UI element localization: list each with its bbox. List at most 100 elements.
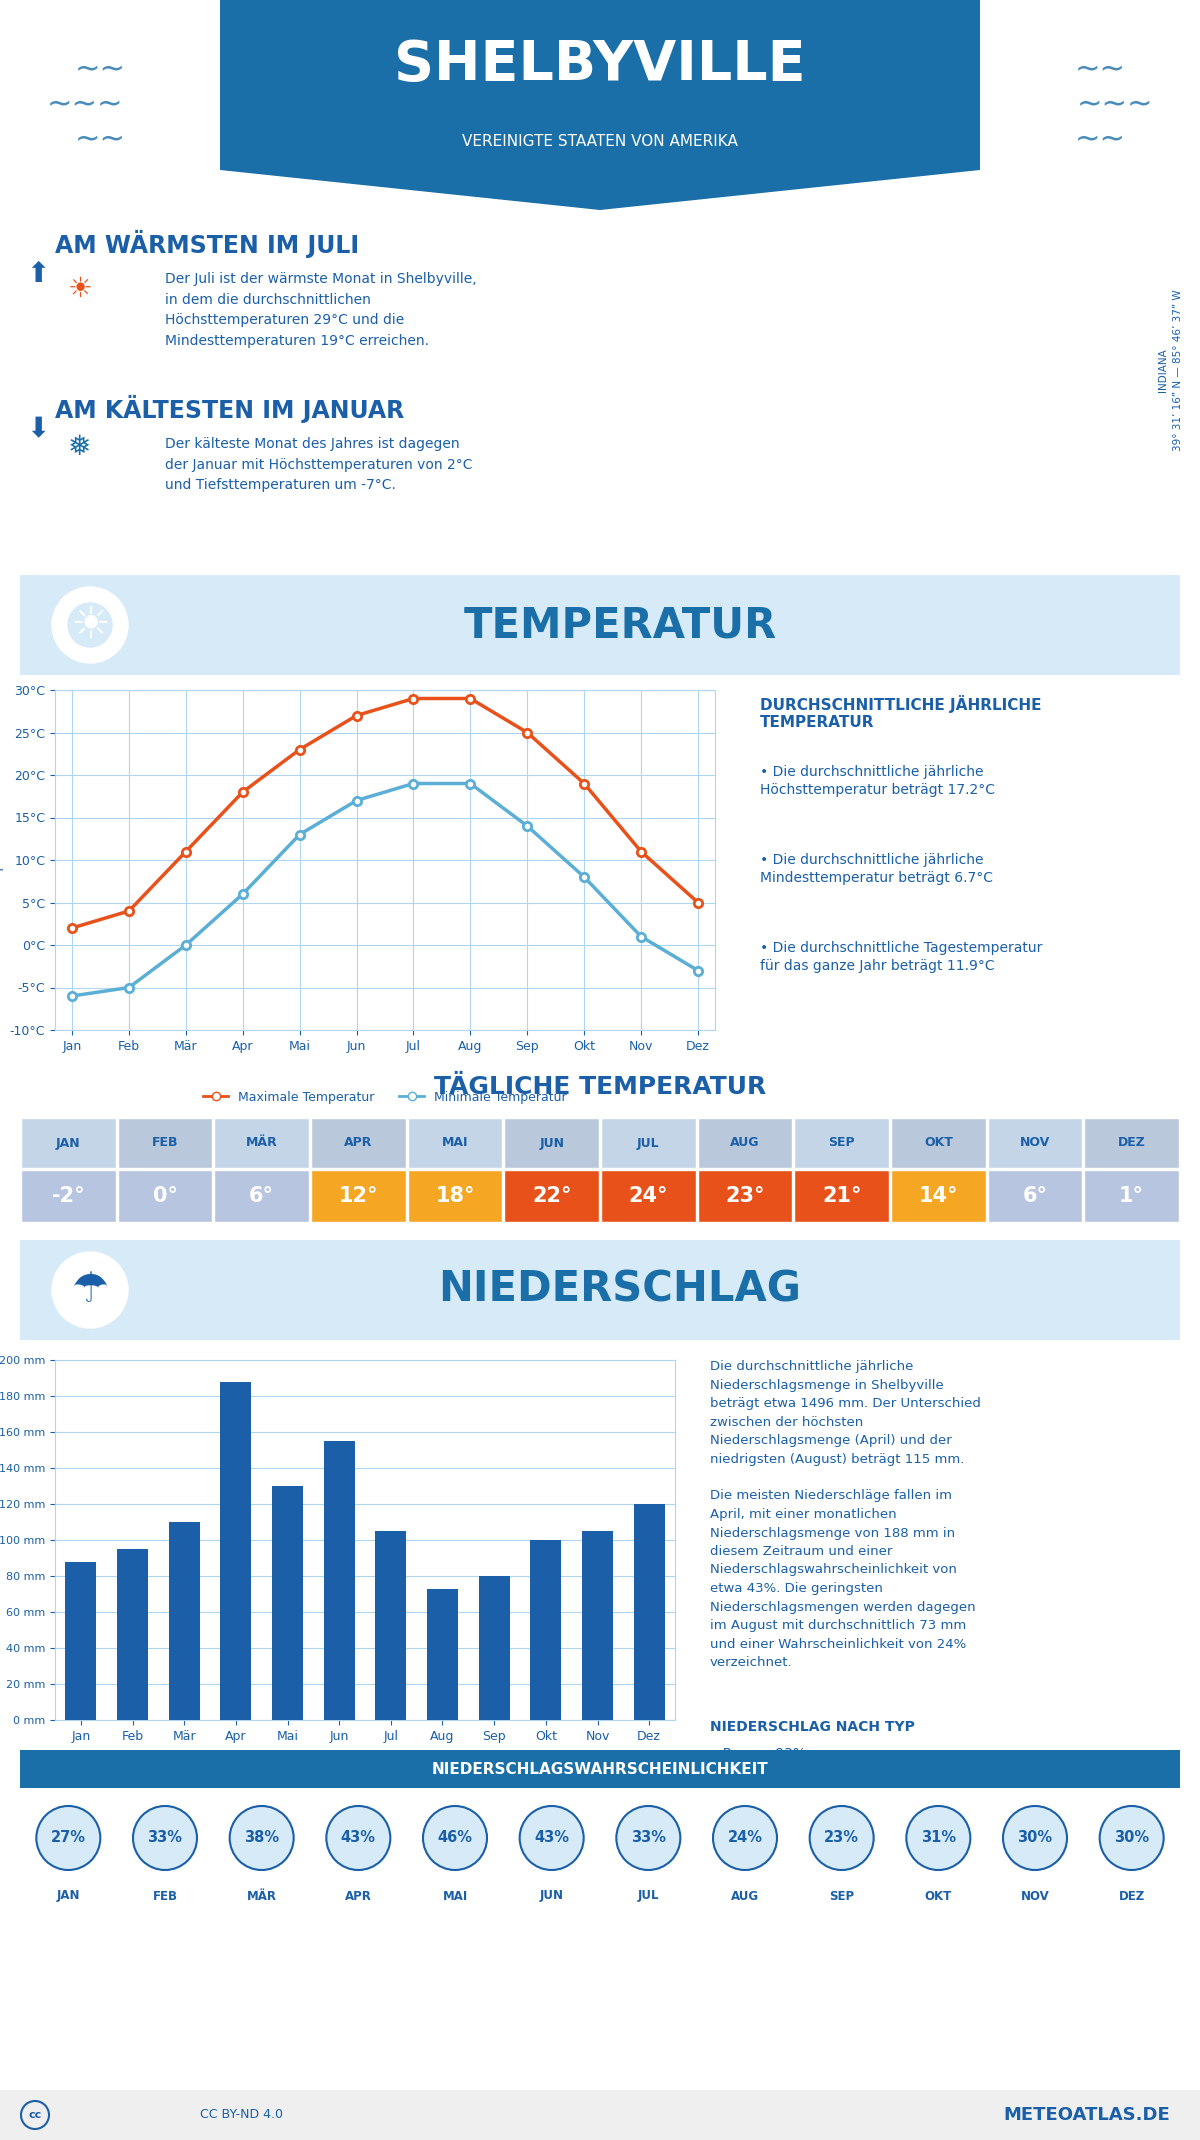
Text: 33%: 33%: [631, 1830, 666, 1845]
Circle shape: [520, 1806, 583, 1870]
Bar: [697, 1117, 792, 1168]
Text: ∼∼: ∼∼: [1074, 56, 1126, 83]
Circle shape: [617, 1806, 680, 1870]
Text: ∼∼∼: ∼∼∼: [1076, 90, 1153, 120]
Line: Minimale Temperatur: Minimale Temperatur: [68, 779, 702, 999]
Text: SEP: SEP: [828, 1136, 854, 1149]
Circle shape: [906, 1806, 971, 1870]
Maximale Temperatur: [235, 779, 250, 805]
Minimale Temperatur: [463, 770, 478, 796]
Text: APR: APR: [344, 1890, 372, 1902]
Text: 23%: 23%: [824, 1830, 859, 1845]
Minimale Temperatur: [577, 865, 592, 890]
Text: AM WÄRMSTEN IM JULI: AM WÄRMSTEN IM JULI: [55, 229, 359, 259]
Minimale Temperatur: [691, 959, 706, 984]
Text: NOV: NOV: [1021, 1890, 1049, 1902]
Text: 23°: 23°: [725, 1186, 764, 1207]
Text: 38%: 38%: [244, 1830, 280, 1845]
Maximale Temperatur: [121, 899, 136, 924]
Text: NOV: NOV: [1020, 1136, 1050, 1149]
Text: Die durchschnittliche jährliche
Niederschlagsmenge in Shelbyville
beträgt etwa 1: Die durchschnittliche jährliche Niedersc…: [710, 1361, 980, 1669]
Bar: [601, 1171, 696, 1222]
Legend: Niederschlagssumme: Niederschlagssumme: [275, 1763, 455, 1785]
Y-axis label: Temperatur: Temperatur: [0, 824, 5, 897]
Text: JAN: JAN: [56, 1136, 80, 1149]
Bar: [408, 1171, 503, 1222]
Bar: [22, 1171, 115, 1222]
Text: 46%: 46%: [438, 1830, 473, 1845]
Circle shape: [1099, 1806, 1164, 1870]
Bar: [1085, 1171, 1180, 1222]
Text: • Regen: 93%: • Regen: 93%: [710, 1746, 806, 1761]
Text: cc: cc: [29, 2110, 42, 2121]
Text: ∼∼∼: ∼∼∼: [47, 90, 124, 120]
Bar: [311, 1171, 406, 1222]
Minimale Temperatur: [65, 982, 79, 1008]
Bar: [427, 1588, 458, 1721]
Text: JUL: JUL: [637, 1890, 659, 1902]
Text: 33%: 33%: [148, 1830, 182, 1845]
Maximale Temperatur: [691, 890, 706, 916]
Text: ☀: ☀: [70, 603, 110, 646]
Text: DURCHSCHNITTLICHE JÄHRLICHE
TEMPERATUR: DURCHSCHNITTLICHE JÄHRLICHE TEMPERATUR: [760, 696, 1042, 730]
Circle shape: [424, 1806, 487, 1870]
Bar: [601, 1117, 696, 1168]
Text: ⬆: ⬆: [26, 259, 49, 289]
Bar: [530, 1541, 562, 1721]
Line: Maximale Temperatur: Maximale Temperatur: [68, 693, 702, 933]
Bar: [408, 1117, 503, 1168]
Text: Der Juli ist der wärmste Monat in Shelbyville,
in dem die durchschnittlichen
Höc: Der Juli ist der wärmste Monat in Shelby…: [166, 272, 476, 349]
Bar: [479, 1575, 510, 1721]
Text: JUL: JUL: [637, 1136, 660, 1149]
Minimale Temperatur: [293, 822, 307, 847]
Text: AUG: AUG: [731, 1136, 760, 1149]
Bar: [1085, 1117, 1180, 1168]
Text: 31%: 31%: [920, 1830, 956, 1845]
Bar: [634, 1504, 665, 1721]
Bar: [215, 1117, 310, 1168]
Circle shape: [1003, 1806, 1067, 1870]
FancyBboxPatch shape: [12, 567, 1188, 683]
Text: TÄGLICHE TEMPERATUR: TÄGLICHE TEMPERATUR: [434, 1076, 766, 1100]
Bar: [215, 1171, 310, 1222]
Text: 21°: 21°: [822, 1186, 862, 1207]
Text: MAI: MAI: [442, 1136, 468, 1149]
Text: • Schnee: 7%: • Schnee: 7%: [710, 1772, 804, 1785]
Text: 43%: 43%: [341, 1830, 376, 1845]
Circle shape: [52, 1252, 128, 1329]
Polygon shape: [220, 0, 980, 210]
Text: OKT: OKT: [924, 1136, 953, 1149]
Text: CC BY-ND 4.0: CC BY-ND 4.0: [200, 2108, 283, 2121]
Text: APR: APR: [344, 1136, 372, 1149]
Text: AM KÄLTESTEN IM JANUAR: AM KÄLTESTEN IM JANUAR: [55, 396, 404, 424]
Minimale Temperatur: [407, 770, 421, 796]
Minimale Temperatur: [121, 974, 136, 999]
Text: 6°: 6°: [250, 1186, 274, 1207]
Bar: [794, 1117, 889, 1168]
Bar: [22, 1117, 115, 1168]
Text: NIEDERSCHLAG: NIEDERSCHLAG: [438, 1269, 802, 1312]
Bar: [272, 1485, 302, 1721]
Bar: [118, 1549, 148, 1721]
Minimale Temperatur: [634, 924, 648, 950]
Text: NIEDERSCHLAGSWAHRSCHEINLICHKEIT: NIEDERSCHLAGSWAHRSCHEINLICHKEIT: [432, 1761, 768, 1776]
Text: MÄR: MÄR: [246, 1136, 277, 1149]
Maximale Temperatur: [349, 702, 364, 728]
Text: 14°: 14°: [918, 1186, 958, 1207]
Text: 39° 31’ 16” N — 85° 46’ 37” W: 39° 31’ 16” N — 85° 46’ 37” W: [1174, 289, 1183, 452]
Circle shape: [68, 603, 112, 646]
Bar: [504, 1117, 599, 1168]
Text: 1°: 1°: [1120, 1186, 1144, 1207]
Bar: [118, 1117, 212, 1168]
Maximale Temperatur: [463, 685, 478, 710]
Text: MAI: MAI: [443, 1890, 468, 1902]
Circle shape: [52, 586, 128, 663]
Bar: [65, 1562, 96, 1721]
Text: 24%: 24%: [727, 1830, 762, 1845]
Text: SEP: SEP: [829, 1890, 854, 1902]
Text: 0°: 0°: [152, 1186, 178, 1207]
Bar: [890, 1171, 985, 1222]
Text: ∼∼: ∼∼: [1074, 126, 1126, 154]
Text: OKT: OKT: [925, 1890, 952, 1902]
Bar: [697, 1171, 792, 1222]
